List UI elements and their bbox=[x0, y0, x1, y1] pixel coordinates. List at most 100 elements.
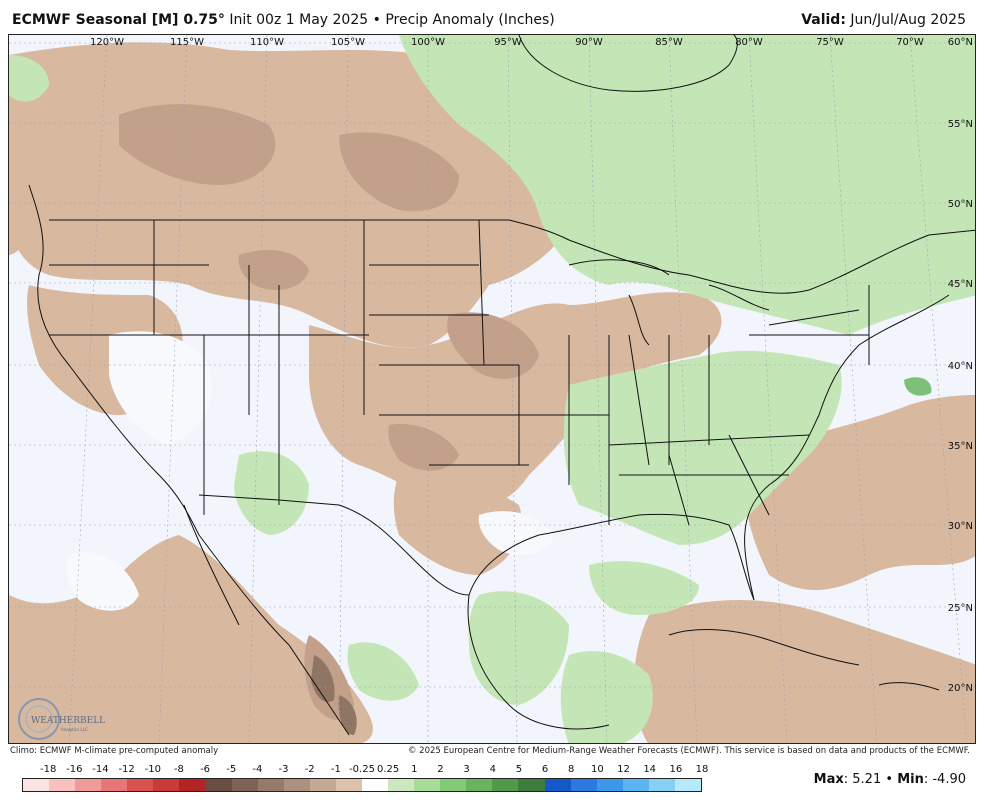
us-mexico-border bbox=[198, 494, 470, 596]
max-value: 5.21 bbox=[852, 772, 882, 787]
pacific-coast bbox=[28, 184, 200, 536]
model-name: ECMWF Seasonal [M] 0.75° bbox=[12, 12, 225, 28]
lat-label: 40°N bbox=[948, 361, 973, 372]
min-value: -4.90 bbox=[932, 772, 966, 787]
wet-region-pacific bbox=[347, 642, 419, 701]
lon-label: 110°W bbox=[250, 37, 284, 48]
lat-label: 30°N bbox=[948, 521, 973, 532]
legend-tick: -3 bbox=[278, 764, 289, 775]
legend-tick: 10 bbox=[591, 764, 604, 775]
state-lines bbox=[49, 219, 870, 526]
lon-label: 115°W bbox=[170, 37, 204, 48]
legend-swatch bbox=[362, 779, 389, 791]
valid-value: Jun/Jul/Aug 2025 bbox=[850, 12, 966, 28]
wet-region-southeast bbox=[563, 350, 842, 545]
lon-label: 105°W bbox=[331, 37, 365, 48]
legend-swatch bbox=[440, 779, 467, 791]
legend-tick: -8 bbox=[173, 764, 184, 775]
boundaries bbox=[28, 35, 975, 736]
hispaniola bbox=[878, 682, 940, 691]
wet-region-caribbean bbox=[589, 561, 699, 615]
very-dry-pockets bbox=[311, 655, 357, 735]
legend-swatch bbox=[23, 779, 50, 791]
map-title: ECMWF Seasonal [M] 0.75° Init 00z 1 May … bbox=[12, 12, 555, 28]
graticule bbox=[9, 35, 975, 743]
lon-label: 100°W bbox=[411, 37, 445, 48]
ecmwf-copyright: © 2025 European Centre for Medium-Range … bbox=[407, 746, 970, 756]
lat-label: 60°N bbox=[948, 37, 973, 48]
legend-swatch bbox=[101, 779, 128, 791]
great-lakes bbox=[568, 259, 860, 346]
cuba bbox=[668, 629, 860, 666]
gulf-coast bbox=[468, 513, 755, 601]
near-zero-patches bbox=[66, 331, 554, 611]
legend-tick: 18 bbox=[695, 764, 709, 775]
map-canvas: 120°W 115°W 110°W 105°W 100°W 95°W 90°W … bbox=[9, 35, 975, 743]
legend-swatch bbox=[492, 779, 519, 791]
strong-wet-pocket bbox=[904, 377, 932, 396]
legend-swatch bbox=[570, 779, 597, 791]
legend-tick: -14 bbox=[92, 764, 109, 775]
legend-tick: 2 bbox=[437, 764, 444, 775]
climo-credit: Climo: ECMWF M-climate pre-computed anom… bbox=[10, 746, 219, 756]
legend-swatch bbox=[648, 779, 675, 791]
maxmin-separator: • bbox=[885, 772, 894, 787]
lat-label: 35°N bbox=[948, 441, 973, 452]
legend-swatch bbox=[231, 779, 258, 791]
logo-subtext: Analytics LLC bbox=[61, 727, 88, 732]
legend-swatch bbox=[309, 779, 336, 791]
dry-region-caribbean bbox=[634, 600, 975, 743]
legend-swatch bbox=[283, 779, 310, 791]
wet-region-sw-monsoon bbox=[234, 451, 309, 535]
legend-swatch bbox=[127, 779, 154, 791]
init-time: Init 00z 1 May 2025 bbox=[229, 12, 369, 28]
mexico-coast bbox=[198, 534, 610, 736]
wet-region-gulf bbox=[468, 591, 569, 705]
us-canada-border bbox=[49, 219, 975, 294]
lon-label: 90°W bbox=[575, 37, 603, 48]
legend-tick: 0.25 bbox=[377, 764, 400, 775]
product-name: Precip Anomaly (Inches) bbox=[385, 12, 555, 28]
wet-region-nw bbox=[9, 55, 49, 102]
dry-region-texas bbox=[393, 455, 522, 575]
dry-region-canada-west bbox=[9, 135, 33, 255]
lon-label: 80°W bbox=[735, 37, 763, 48]
hudson-bay bbox=[518, 35, 738, 92]
min-label: Min bbox=[897, 772, 924, 787]
legend-tick: 12 bbox=[617, 764, 630, 775]
max-min-readout: Max: 5.21 • Min: -4.90 bbox=[813, 772, 966, 787]
legend-swatch bbox=[49, 779, 76, 791]
logo-text: WEATHERBELL bbox=[31, 716, 105, 726]
lat-label: 45°N bbox=[948, 279, 973, 290]
legend-tick: 16 bbox=[669, 764, 683, 775]
legend-tick: 6 bbox=[541, 764, 549, 775]
color-legend-bar bbox=[22, 778, 702, 792]
legend-tick: -10 bbox=[144, 764, 161, 775]
legend-swatch bbox=[179, 779, 206, 791]
legend-swatch bbox=[153, 779, 180, 791]
latitude-labels: 60°N 55°N 50°N 45°N 40°N 35°N 30°N 25°N … bbox=[948, 37, 973, 694]
precip-anomaly-map: 120°W 115°W 110°W 105°W 100°W 95°W 90°W … bbox=[8, 34, 976, 744]
legend-tick: -2 bbox=[304, 764, 315, 775]
valid-label: Valid: bbox=[801, 12, 846, 28]
max-label: Max bbox=[813, 772, 844, 787]
lon-label: 85°W bbox=[655, 37, 683, 48]
lat-label: 55°N bbox=[948, 119, 973, 130]
legend-tick: -12 bbox=[118, 764, 135, 775]
lon-label: 70°W bbox=[896, 37, 924, 48]
legend-tick: 1 bbox=[411, 764, 418, 775]
wet-region-canada-east bbox=[399, 35, 975, 335]
atlantic-coast bbox=[744, 294, 950, 601]
legend-tick: -1 bbox=[330, 764, 341, 775]
legend-swatch bbox=[335, 779, 363, 791]
weatherbell-logo: WEATHERBELL Analytics LLC bbox=[18, 698, 105, 740]
legend-swatch bbox=[466, 779, 493, 791]
lat-label: 20°N bbox=[948, 683, 973, 694]
legend-tick: -4 bbox=[252, 764, 263, 775]
legend-swatch bbox=[544, 779, 571, 791]
longitude-labels: 120°W 115°W 110°W 105°W 100°W 95°W 90°W … bbox=[90, 37, 924, 48]
legend-tick: -18 bbox=[39, 764, 57, 775]
legend-swatch bbox=[205, 779, 232, 791]
valid-period: Valid: Jun/Jul/Aug 2025 bbox=[801, 12, 966, 28]
title-separator: • bbox=[372, 12, 381, 28]
